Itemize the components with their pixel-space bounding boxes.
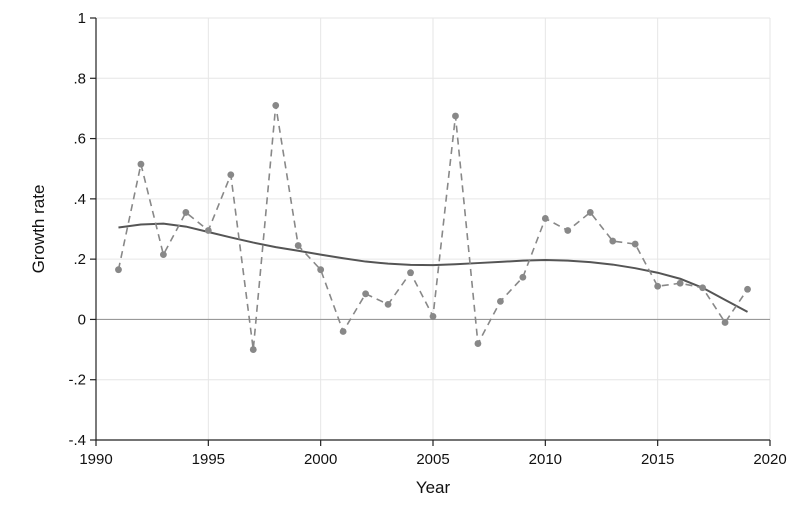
y-tick-label: 0: [78, 311, 86, 328]
observed-point: [497, 297, 504, 305]
observed-point: [294, 242, 302, 249]
x-tick-label: 1995: [192, 451, 225, 468]
observed-point: [609, 237, 617, 245]
x-axis-title: Year: [416, 478, 451, 497]
x-tick-label: 2010: [529, 451, 562, 468]
observed-point: [699, 284, 706, 292]
x-tick-label: 2020: [753, 451, 786, 468]
tick-labels: -.4 -.2 0 .2 .4 .6 .8 1 1990 1995 2000 2005 2010 2015…: [68, 10, 786, 468]
observed-point: [676, 279, 684, 287]
observed-point: [115, 266, 122, 274]
observed-point: [452, 112, 459, 120]
y-axis-title: Growth rate: [29, 185, 48, 274]
y-tick-label: .2: [73, 251, 86, 268]
x-tick-label: 2000: [304, 451, 337, 468]
observed-point: [227, 171, 235, 179]
observed-point: [384, 300, 392, 308]
observed-point: [182, 209, 190, 216]
x-tick-label: 2005: [416, 451, 449, 468]
y-tick-label: .8: [73, 70, 86, 87]
fitted-line: [118, 222, 749, 313]
observed-point: [204, 227, 212, 234]
observed-point: [631, 240, 639, 248]
observed-point: [519, 273, 527, 281]
observed-point: [339, 328, 347, 335]
axes: [90, 17, 771, 446]
observed-point: [249, 346, 257, 353]
gridlines: [96, 17, 771, 441]
fitted-series: [118, 222, 749, 313]
observed-point: [160, 251, 167, 259]
observed-point: [429, 313, 437, 320]
observed-point: [586, 209, 594, 216]
y-tick-label: -.2: [68, 372, 86, 389]
observed-point: [137, 160, 145, 168]
x-tick-label: 1990: [79, 451, 112, 468]
y-tick-label: .6: [73, 131, 86, 148]
observed-point: [362, 290, 369, 298]
y-tick-label: .4: [73, 191, 86, 208]
observed-point: [654, 282, 662, 290]
observed-series: [115, 102, 751, 353]
observed-point: [272, 102, 280, 109]
observed-point: [721, 319, 729, 326]
observed-point: [564, 227, 572, 234]
observed-point: [407, 269, 414, 277]
y-tick-label: 1: [78, 10, 86, 27]
observed-point: [474, 340, 482, 347]
observed-point: [744, 285, 751, 293]
x-tick-label: 2015: [641, 451, 674, 468]
observed-point: [541, 215, 549, 222]
y-tick-label: -.4: [68, 432, 86, 449]
observed-point: [317, 266, 325, 274]
